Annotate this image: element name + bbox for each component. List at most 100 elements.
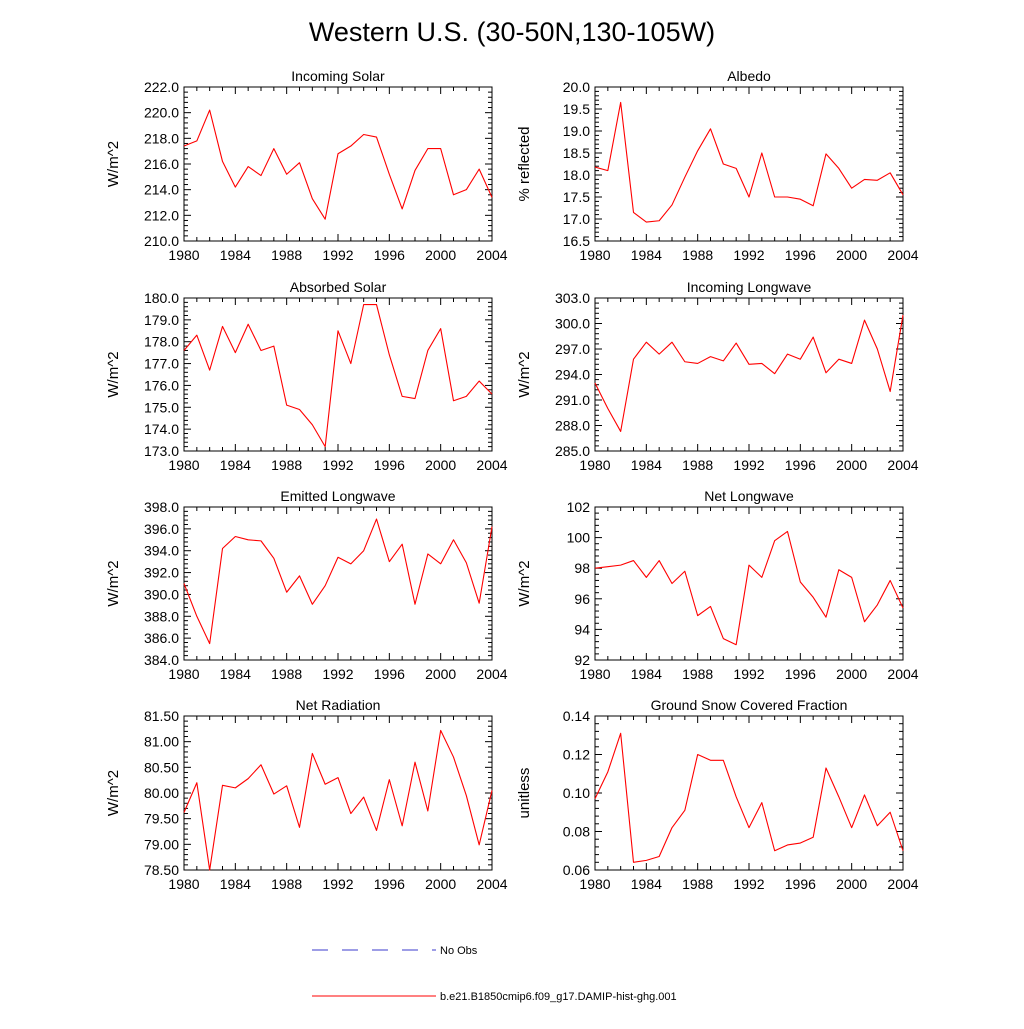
chart-emitted-longwave-ytick-label: 386.0 xyxy=(144,630,179,646)
chart-emitted-longwave-frame xyxy=(184,507,492,660)
legend-label: b.e21.B1850cmip6.f09_g17.DAMIP-hist-ghg.… xyxy=(440,991,677,1003)
chart-incoming-longwave-xtick-label: 2000 xyxy=(836,457,867,473)
chart-absorbed-solar-series-line xyxy=(184,305,492,447)
chart-ground-snow-covered-fraction: Ground Snow Covered Fractionunitless1980… xyxy=(516,697,919,892)
chart-emitted-longwave-xtick-label: 2000 xyxy=(425,666,456,682)
chart-net-longwave-series-line xyxy=(595,531,903,644)
chart-absorbed-solar-xtick-label: 1984 xyxy=(220,457,251,473)
chart-incoming-solar-ytick-label: 214.0 xyxy=(144,182,179,198)
chart-net-longwave-ytick-label: 100 xyxy=(567,530,591,546)
chart-incoming-longwave-frame xyxy=(595,298,903,451)
chart-net-radiation-ytick-label: 78.50 xyxy=(144,862,179,878)
chart-incoming-solar-series-line xyxy=(184,110,492,219)
chart-emitted-longwave-xtick-label: 1996 xyxy=(374,666,405,682)
chart-incoming-solar-xtick-label: 1988 xyxy=(271,247,302,263)
chart-ground-snow-covered-fraction-ytick-label: 0.06 xyxy=(563,862,590,878)
chart-ground-snow-covered-fraction-frame xyxy=(595,716,903,870)
chart-emitted-longwave-series-line xyxy=(184,519,492,644)
chart-albedo-xtick-label: 1992 xyxy=(733,247,764,263)
chart-absorbed-solar-ytick-label: 178.0 xyxy=(144,334,179,350)
chart-net-radiation-xtick-label: 2004 xyxy=(476,876,507,892)
chart-incoming-solar-ylabel: W/m^2 xyxy=(105,141,122,187)
chart-absorbed-solar-ytick-label: 174.0 xyxy=(144,421,179,437)
chart-incoming-longwave-series-line xyxy=(595,315,903,431)
chart-net-longwave-ytick-label: 98 xyxy=(574,560,590,576)
chart-ground-snow-covered-fraction-xtick-label: 1988 xyxy=(682,876,713,892)
chart-net-longwave-xtick-label: 1996 xyxy=(785,666,816,682)
chart-incoming-longwave-xtick-label: 1980 xyxy=(579,457,610,473)
chart-net-radiation-xtick-label: 2000 xyxy=(425,876,456,892)
chart-incoming-longwave-ylabel: W/m^2 xyxy=(516,351,533,397)
figure-title: Western U.S. (30-50N,130-105W) xyxy=(309,17,715,47)
chart-absorbed-solar-ytick-label: 173.0 xyxy=(144,443,179,459)
chart-absorbed-solar-xtick-label: 1980 xyxy=(168,457,199,473)
chart-albedo-series-line xyxy=(595,102,903,222)
chart-net-longwave-ylabel: W/m^2 xyxy=(516,560,533,606)
chart-net-longwave-ytick-label: 92 xyxy=(574,652,590,668)
chart-incoming-solar-frame xyxy=(184,87,492,241)
chart-absorbed-solar-xtick-label: 2000 xyxy=(425,457,456,473)
chart-ground-snow-covered-fraction-xtick-label: 1980 xyxy=(579,876,610,892)
chart-emitted-longwave-xtick-label: 1980 xyxy=(168,666,199,682)
chart-emitted-longwave-ylabel: W/m^2 xyxy=(105,560,122,606)
chart-net-radiation-ytick-label: 79.00 xyxy=(144,836,179,852)
chart-ground-snow-covered-fraction-ytick-label: 0.10 xyxy=(563,785,590,801)
chart-emitted-longwave-xtick-label: 1992 xyxy=(322,666,353,682)
chart-net-radiation-ytick-label: 81.00 xyxy=(144,734,179,750)
chart-ground-snow-covered-fraction-ytick-label: 0.08 xyxy=(563,824,590,840)
chart-net-radiation-xtick-label: 1980 xyxy=(168,876,199,892)
chart-absorbed-solar-ytick-label: 175.0 xyxy=(144,399,179,415)
chart-absorbed-solar-ytick-label: 180.0 xyxy=(144,290,179,306)
chart-incoming-longwave-ytick-label: 291.0 xyxy=(555,392,590,408)
chart-absorbed-solar-xtick-label: 1988 xyxy=(271,457,302,473)
chart-emitted-longwave-ytick-label: 396.0 xyxy=(144,521,179,537)
chart-emitted-longwave-ytick-label: 398.0 xyxy=(144,499,179,515)
chart-albedo-ytick-label: 19.0 xyxy=(563,123,590,139)
chart-absorbed-solar-xtick-label: 1996 xyxy=(374,457,405,473)
chart-incoming-solar-xtick-label: 2000 xyxy=(425,247,456,263)
chart-ground-snow-covered-fraction-ylabel: unitless xyxy=(516,768,533,819)
chart-incoming-longwave-ytick-label: 288.0 xyxy=(555,418,590,434)
chart-net-longwave-xtick-label: 1988 xyxy=(682,666,713,682)
chart-incoming-solar-xtick-label: 2004 xyxy=(476,247,507,263)
chart-incoming-longwave-xtick-label: 2004 xyxy=(887,457,918,473)
chart-ground-snow-covered-fraction-xtick-label: 1992 xyxy=(733,876,764,892)
chart-albedo-ytick-label: 18.0 xyxy=(563,167,590,183)
chart-net-longwave-title: Net Longwave xyxy=(704,488,794,504)
chart-incoming-solar-ytick-label: 218.0 xyxy=(144,130,179,146)
chart-incoming-solar-xtick-label: 1996 xyxy=(374,247,405,263)
chart-emitted-longwave-xtick-label: 1988 xyxy=(271,666,302,682)
chart-incoming-solar-ytick-label: 210.0 xyxy=(144,233,179,249)
chart-albedo-ylabel: % reflected xyxy=(516,126,533,201)
chart-incoming-longwave-ytick-label: 294.0 xyxy=(555,367,590,383)
chart-incoming-longwave-xtick-label: 1984 xyxy=(631,457,662,473)
chart-incoming-solar-xtick-label: 1992 xyxy=(322,247,353,263)
chart-incoming-longwave-xtick-label: 1988 xyxy=(682,457,713,473)
chart-emitted-longwave-xtick-label: 1984 xyxy=(220,666,251,682)
chart-incoming-solar-ytick-label: 220.0 xyxy=(144,105,179,121)
chart-ground-snow-covered-fraction-ytick-label: 0.14 xyxy=(563,708,590,724)
chart-net-radiation-ytick-label: 81.50 xyxy=(144,708,179,724)
chart-incoming-longwave-title: Incoming Longwave xyxy=(687,279,812,295)
chart-incoming-longwave-ytick-label: 285.0 xyxy=(555,443,590,459)
chart-net-radiation-ylabel: W/m^2 xyxy=(105,770,122,816)
chart-emitted-longwave-ytick-label: 390.0 xyxy=(144,586,179,602)
chart-net-longwave-xtick-label: 1992 xyxy=(733,666,764,682)
chart-ground-snow-covered-fraction-xtick-label: 2004 xyxy=(887,876,918,892)
chart-absorbed-solar-ytick-label: 177.0 xyxy=(144,356,179,372)
chart-net-longwave-xtick-label: 2004 xyxy=(887,666,918,682)
legend-item-1: No Obs xyxy=(312,945,478,957)
chart-albedo-ytick-label: 18.5 xyxy=(563,145,590,161)
chart-net-radiation-xtick-label: 1992 xyxy=(322,876,353,892)
chart-ground-snow-covered-fraction-xtick-label: 1996 xyxy=(785,876,816,892)
chart-net-radiation-series-line xyxy=(184,730,492,870)
chart-absorbed-solar-xtick-label: 1992 xyxy=(322,457,353,473)
chart-incoming-longwave-xtick-label: 1996 xyxy=(785,457,816,473)
